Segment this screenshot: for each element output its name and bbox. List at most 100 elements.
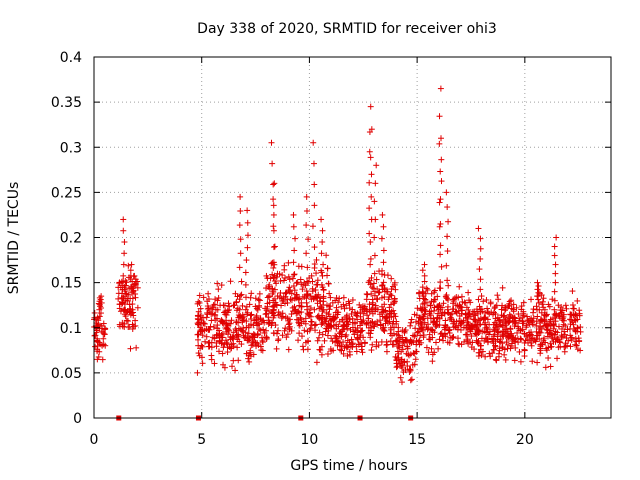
data-point bbox=[123, 317, 130, 324]
data-point bbox=[380, 306, 387, 313]
data-point bbox=[443, 189, 450, 196]
data-point bbox=[544, 327, 551, 334]
data-point bbox=[301, 327, 308, 334]
x-axis-label: GPS time / hours bbox=[290, 458, 407, 474]
data-point bbox=[373, 162, 380, 169]
grid-lines bbox=[94, 57, 611, 418]
y-tick-label: 0 bbox=[73, 411, 82, 427]
data-point bbox=[399, 346, 406, 353]
data-point bbox=[214, 306, 221, 313]
data-point bbox=[444, 277, 451, 284]
data-point bbox=[244, 219, 251, 226]
data-point bbox=[487, 353, 494, 360]
data-point bbox=[242, 269, 249, 276]
data-point bbox=[198, 354, 205, 361]
data-point bbox=[285, 317, 292, 324]
data-point bbox=[122, 313, 129, 320]
data-point bbox=[250, 331, 257, 338]
data-point bbox=[320, 295, 327, 302]
data-point bbox=[425, 325, 432, 332]
data-point bbox=[476, 321, 483, 328]
data-point bbox=[411, 361, 418, 368]
data-point bbox=[200, 294, 207, 301]
data-point bbox=[372, 180, 379, 187]
data-point bbox=[328, 316, 335, 323]
data-point bbox=[319, 308, 326, 315]
data-point bbox=[506, 302, 513, 309]
data-point bbox=[342, 333, 349, 340]
data-point bbox=[496, 317, 503, 324]
data-point bbox=[437, 196, 444, 203]
data-point bbox=[387, 291, 394, 298]
data-point bbox=[308, 322, 315, 329]
data-point bbox=[456, 341, 463, 348]
data-point bbox=[526, 321, 533, 328]
data-point bbox=[444, 248, 451, 255]
data-point bbox=[124, 297, 131, 304]
data-point bbox=[291, 247, 298, 254]
data-point bbox=[256, 290, 263, 297]
data-point bbox=[480, 298, 487, 305]
data-point bbox=[430, 318, 437, 325]
data-point bbox=[295, 319, 302, 326]
data-point bbox=[298, 281, 305, 288]
data-point bbox=[405, 351, 412, 358]
data-point bbox=[127, 267, 134, 274]
data-point bbox=[227, 278, 234, 285]
data-point bbox=[257, 343, 264, 350]
data-point bbox=[357, 313, 364, 320]
data-point bbox=[94, 346, 101, 353]
data-point bbox=[491, 331, 498, 338]
data-point bbox=[456, 283, 463, 290]
data-point bbox=[417, 325, 424, 332]
data-point bbox=[270, 227, 277, 234]
data-point bbox=[552, 279, 559, 286]
y-tick-label: 0.05 bbox=[51, 366, 82, 382]
data-point bbox=[420, 289, 427, 296]
data-point bbox=[324, 265, 331, 272]
data-point bbox=[476, 266, 483, 273]
data-point bbox=[236, 338, 243, 345]
data-point bbox=[217, 302, 224, 309]
data-point bbox=[394, 343, 401, 350]
data-point bbox=[378, 294, 385, 301]
data-point bbox=[487, 299, 494, 306]
data-point bbox=[434, 314, 441, 321]
data-point bbox=[313, 256, 320, 263]
data-point bbox=[502, 305, 509, 312]
data-point bbox=[421, 261, 428, 268]
data-point bbox=[419, 267, 426, 274]
data-point bbox=[547, 322, 554, 329]
data-point bbox=[221, 309, 228, 316]
data-point bbox=[402, 367, 409, 374]
data-point bbox=[270, 244, 277, 251]
data-point bbox=[436, 140, 443, 147]
data-point bbox=[551, 331, 558, 338]
data-point bbox=[520, 320, 527, 327]
data-point bbox=[521, 339, 528, 346]
data-point bbox=[215, 286, 222, 293]
data-point bbox=[552, 338, 559, 345]
data-point bbox=[210, 302, 217, 309]
data-point bbox=[477, 255, 484, 262]
data-point bbox=[540, 304, 547, 311]
data-point bbox=[236, 306, 243, 313]
data-point bbox=[226, 327, 233, 334]
data-point bbox=[304, 264, 311, 271]
data-point bbox=[232, 367, 239, 374]
data-point bbox=[383, 342, 390, 349]
data-point bbox=[482, 309, 489, 316]
data-point bbox=[311, 295, 318, 302]
data-point bbox=[270, 314, 277, 321]
data-point bbox=[269, 271, 276, 278]
data-point bbox=[230, 357, 237, 364]
data-point bbox=[299, 333, 306, 340]
data-point bbox=[499, 284, 506, 291]
data-point bbox=[307, 325, 314, 332]
data-point bbox=[227, 336, 234, 343]
data-point bbox=[555, 323, 562, 330]
data-point bbox=[347, 351, 354, 358]
data-point bbox=[134, 278, 141, 285]
data-point bbox=[121, 284, 128, 291]
data-point bbox=[243, 257, 250, 264]
